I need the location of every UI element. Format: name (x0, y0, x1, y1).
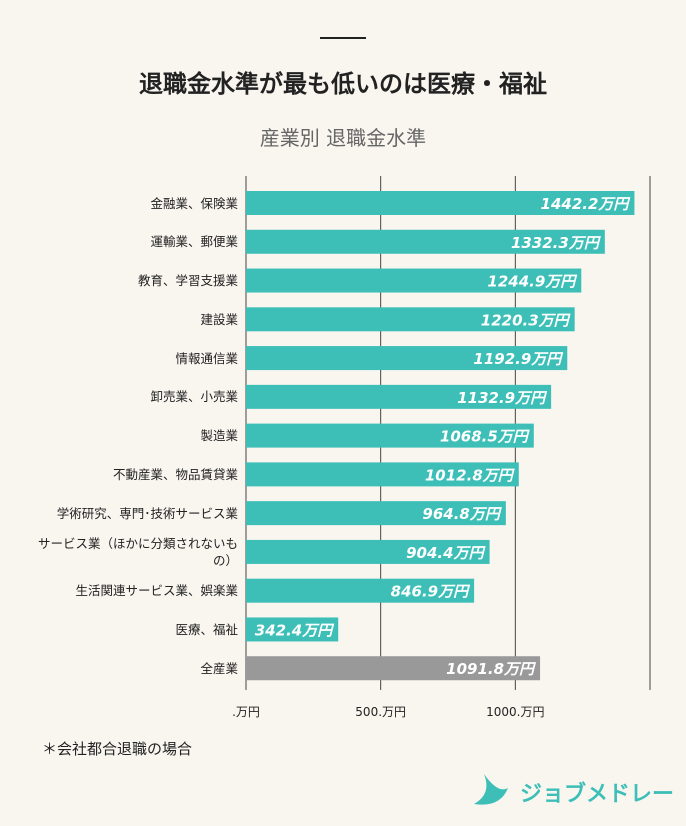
value-label: 342.4万円 (255, 621, 335, 639)
bar (246, 578, 475, 603)
value-label: 1244.9万円 (487, 273, 578, 291)
chart-subtitle: 産業別 退職金水準 (259, 126, 427, 150)
x-tick-label: 1000.万円 (486, 705, 544, 719)
value-label: 846.9万円 (391, 583, 471, 601)
category-label: 医療、福祉 (175, 621, 238, 637)
x-tick-label: .万円 (232, 705, 260, 719)
bar (246, 423, 534, 448)
value-label: 1091.8万円 (446, 660, 537, 678)
value-label: 1332.3万円 (511, 234, 602, 252)
category-label: サービス業（ほかに分類されないもの） (38, 535, 239, 568)
bar (246, 307, 575, 332)
bar (246, 656, 541, 681)
bar (246, 191, 635, 215)
bar (246, 539, 490, 564)
category-label: 生活関連サービス業、娯楽業 (75, 583, 238, 599)
category-label: 金融業、保険業 (150, 195, 238, 211)
value-label: 1068.5万円 (440, 428, 531, 446)
bar (246, 462, 519, 487)
category-label: 製造業 (200, 428, 238, 444)
footnote: ＊会社都合退職の場合 (42, 740, 193, 758)
value-label: 1012.8万円 (425, 466, 516, 484)
category-label: 運輸業、郵便業 (150, 234, 238, 250)
bar (246, 268, 582, 293)
bar (246, 384, 552, 409)
bar (246, 346, 568, 371)
bar (246, 229, 605, 254)
category-label: 情報通信業 (175, 350, 238, 366)
value-label: 1132.9万円 (457, 389, 548, 407)
category-label: 全産業 (200, 660, 238, 676)
bar (246, 617, 339, 642)
logo: ジョブメドレー (520, 782, 675, 807)
category-label: 卸売業、小売業 (150, 389, 238, 405)
value-label: 1442.2万円 (541, 195, 632, 213)
bar (246, 501, 506, 526)
x-tick-label: 500.万円 (355, 705, 406, 719)
value-label: 964.8万円 (422, 505, 502, 523)
logo-icon (474, 774, 508, 805)
value-label: 1220.3万円 (481, 311, 572, 329)
category-label: 学術研究、専門･技術サービス業 (56, 505, 238, 521)
category-label: 建設業 (200, 311, 238, 327)
category-label: 教育、学習支援業 (137, 273, 238, 289)
value-label: 1192.9万円 (473, 350, 564, 368)
page-title: 退職金水準が最も低いのは医療・福祉 (139, 70, 547, 98)
value-label: 904.4万円 (406, 544, 486, 562)
category-label: 不動産業、物品賃貸業 (112, 466, 238, 482)
